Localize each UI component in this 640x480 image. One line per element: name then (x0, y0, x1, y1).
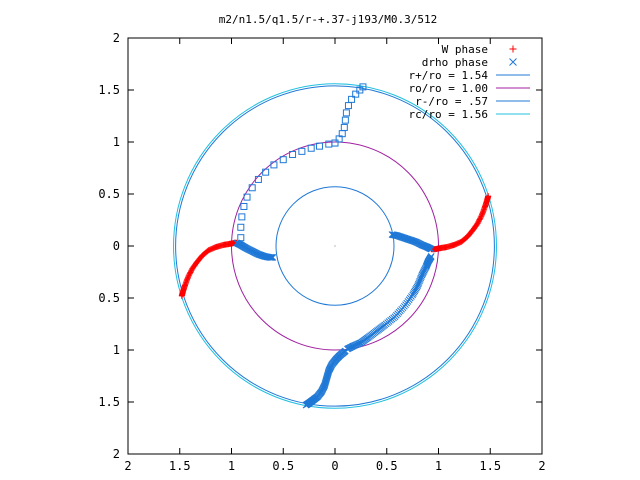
x-tick-label: 1 (228, 459, 235, 473)
data-point (315, 142, 323, 150)
data-point (348, 95, 356, 103)
data-point (331, 139, 339, 147)
data-point (279, 156, 287, 164)
origin-dot (334, 245, 336, 247)
legend-label: drho phase (422, 56, 488, 69)
data-point (344, 102, 352, 110)
circle-series-curve (275, 186, 395, 306)
circle-series-curve (173, 83, 497, 409)
x-tick-label: 0.5 (272, 459, 294, 473)
data-point (298, 147, 306, 155)
data-point (485, 193, 492, 200)
x-tick-label: 2 (538, 459, 545, 473)
chart-title: m2/n1.5/q1.5/r-+.37-j193/M0.3/512 (219, 13, 438, 26)
data-point (237, 223, 245, 231)
legend-label: ro/ro = 1.00 (409, 82, 488, 95)
legend-sample-marker (509, 45, 517, 53)
legend-label: r+/ro = 1.54 (409, 69, 489, 82)
x-tick-label: 2 (124, 459, 131, 473)
y-tick-label: 1 (113, 343, 120, 357)
y-tick-label: 1 (113, 135, 120, 149)
legend-label: rc/ro = 1.56 (409, 108, 488, 121)
data-point (254, 175, 262, 183)
x-tick-label: 1 (435, 459, 442, 473)
legend-label: r-/ro = .57 (415, 95, 488, 108)
data-point (289, 150, 297, 158)
y-tick-label: 2 (113, 447, 120, 461)
data-point (340, 123, 348, 131)
data-point (331, 139, 339, 147)
data-point (238, 213, 246, 221)
y-tick-label: 0.5 (98, 187, 120, 201)
y-tick-label: 0.5 (98, 291, 120, 305)
data-point (240, 202, 248, 210)
y-tick-label: 2 (113, 31, 120, 45)
data-point (302, 401, 310, 409)
data-point (427, 245, 435, 253)
data-point (269, 254, 277, 261)
data-point (352, 90, 360, 98)
data-point (342, 109, 350, 117)
y-tick-label: 1.5 (98, 395, 120, 409)
y-tick-label: 1.5 (98, 83, 120, 97)
y-tick-label: 0 (113, 239, 120, 253)
legend-label: W phase (442, 43, 488, 56)
data-point (341, 116, 349, 124)
data-point (243, 193, 251, 201)
x-tick-label: 0 (331, 459, 338, 473)
data-point (307, 144, 315, 152)
data-point (237, 234, 245, 242)
points-layer (178, 83, 492, 409)
data-point (262, 168, 270, 176)
x-tick-label: 0.5 (376, 459, 398, 473)
x-tick-label: 1.5 (479, 459, 501, 473)
legend-sample-marker (509, 58, 517, 66)
x-tick-label: 1.5 (169, 459, 191, 473)
circle-series-curve (175, 85, 495, 407)
data-point (248, 184, 256, 192)
data-point (359, 83, 367, 91)
ticks-layer: 2 1.5 1 0.5 0 0.5 1 1.5 221.510.500.511.52 (98, 31, 545, 473)
data-point (270, 161, 278, 169)
